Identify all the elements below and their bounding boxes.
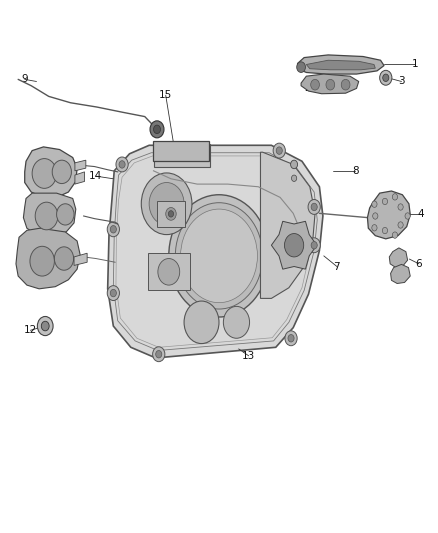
- Text: 1: 1: [412, 60, 419, 69]
- Text: 14: 14: [89, 171, 102, 181]
- Circle shape: [297, 62, 305, 72]
- Circle shape: [382, 228, 388, 234]
- Circle shape: [35, 202, 58, 230]
- Polygon shape: [272, 221, 317, 269]
- Polygon shape: [391, 264, 410, 284]
- Circle shape: [175, 203, 263, 309]
- Text: 13: 13: [242, 351, 255, 361]
- Circle shape: [32, 159, 57, 188]
- Circle shape: [273, 143, 286, 158]
- Circle shape: [288, 335, 294, 342]
- Circle shape: [119, 161, 125, 168]
- Circle shape: [392, 193, 398, 200]
- Circle shape: [405, 213, 410, 219]
- Circle shape: [398, 222, 403, 228]
- Circle shape: [30, 246, 54, 276]
- Text: 4: 4: [417, 209, 424, 220]
- Circle shape: [341, 79, 350, 90]
- Polygon shape: [389, 248, 408, 268]
- Text: 12: 12: [24, 325, 37, 335]
- Circle shape: [41, 321, 49, 331]
- Circle shape: [180, 209, 258, 303]
- Circle shape: [392, 232, 398, 238]
- Circle shape: [291, 175, 297, 181]
- Polygon shape: [75, 172, 85, 184]
- Circle shape: [380, 70, 392, 85]
- Circle shape: [169, 195, 269, 317]
- Text: 6: 6: [416, 259, 422, 269]
- Circle shape: [223, 306, 250, 338]
- Circle shape: [311, 241, 317, 249]
- FancyBboxPatch shape: [148, 253, 190, 290]
- Circle shape: [285, 331, 297, 346]
- Polygon shape: [301, 74, 359, 94]
- Circle shape: [290, 160, 297, 168]
- FancyBboxPatch shape: [157, 201, 185, 227]
- Circle shape: [57, 204, 74, 225]
- Circle shape: [166, 207, 176, 220]
- Circle shape: [107, 286, 120, 301]
- FancyBboxPatch shape: [152, 141, 208, 161]
- Circle shape: [372, 201, 377, 207]
- Circle shape: [372, 224, 377, 231]
- Circle shape: [149, 182, 184, 225]
- Circle shape: [276, 147, 283, 155]
- Circle shape: [155, 351, 162, 358]
- Circle shape: [326, 79, 335, 90]
- Circle shape: [150, 121, 164, 138]
- Polygon shape: [306, 60, 375, 70]
- Text: 15: 15: [159, 90, 173, 100]
- FancyBboxPatch shape: [153, 144, 210, 166]
- Circle shape: [382, 198, 388, 205]
- Circle shape: [110, 225, 117, 233]
- Circle shape: [110, 289, 117, 297]
- Circle shape: [107, 222, 120, 237]
- Polygon shape: [23, 193, 76, 236]
- Polygon shape: [16, 228, 80, 289]
- Circle shape: [141, 173, 192, 235]
- Circle shape: [152, 347, 165, 362]
- Text: 10: 10: [50, 160, 63, 171]
- Circle shape: [168, 211, 173, 217]
- Text: 7: 7: [334, 262, 340, 271]
- Polygon shape: [297, 55, 384, 74]
- Circle shape: [383, 74, 389, 82]
- Polygon shape: [367, 191, 410, 239]
- Circle shape: [311, 79, 319, 90]
- Text: 3: 3: [398, 77, 405, 86]
- Polygon shape: [74, 253, 87, 265]
- Circle shape: [285, 233, 304, 257]
- Circle shape: [373, 213, 378, 219]
- Circle shape: [153, 125, 160, 134]
- Text: 11: 11: [15, 259, 28, 269]
- Circle shape: [311, 203, 317, 211]
- Circle shape: [158, 259, 180, 285]
- Polygon shape: [108, 146, 323, 358]
- Circle shape: [398, 204, 403, 210]
- Circle shape: [308, 238, 320, 253]
- Text: 9: 9: [21, 75, 28, 84]
- Circle shape: [308, 199, 320, 214]
- Text: 2: 2: [304, 83, 311, 93]
- Circle shape: [37, 317, 53, 336]
- Circle shape: [184, 301, 219, 344]
- Polygon shape: [25, 147, 77, 197]
- Polygon shape: [261, 152, 315, 298]
- Polygon shape: [75, 160, 86, 171]
- Circle shape: [54, 247, 74, 270]
- Circle shape: [52, 160, 71, 183]
- Text: 8: 8: [352, 166, 359, 176]
- Circle shape: [116, 157, 128, 172]
